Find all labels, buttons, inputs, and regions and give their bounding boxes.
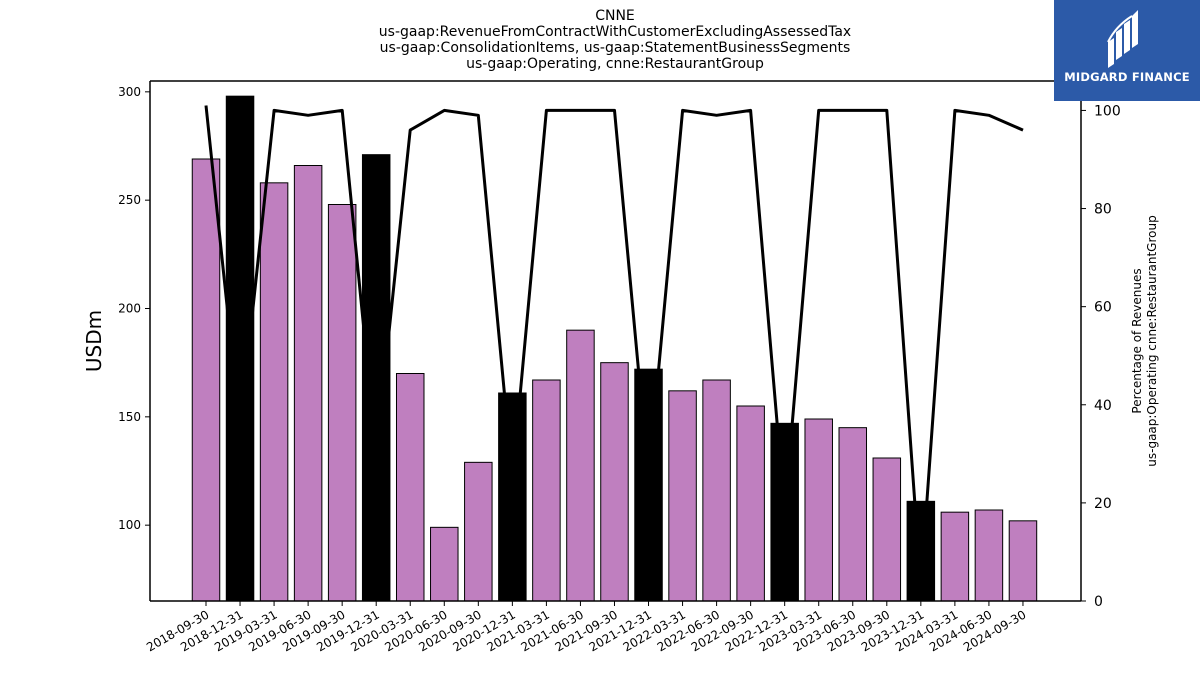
bar — [804, 418, 833, 602]
percentage-line — [204, 105, 1024, 588]
y-axis-right-label-line: us-gaap:Operating cnne:RestaurantGroup — [1145, 215, 1159, 466]
y-axis-right-label: Percentage of Revenues us-gaap:Operating … — [1130, 215, 1159, 466]
brand-logo: MIDGARD FINANCE — [1054, 0, 1200, 101]
bar-series — [191, 95, 1038, 602]
logo-mark-icon — [1107, 10, 1138, 68]
y-right-tick-label: 60 — [1094, 300, 1112, 316]
bar — [361, 154, 391, 602]
bar — [634, 368, 663, 602]
y-right-tick-label: 20 — [1094, 496, 1112, 512]
bar — [327, 204, 357, 602]
axes — [149, 80, 1082, 602]
bar — [395, 373, 425, 602]
y-axis-right-label-line: Percentage of Revenues — [1130, 268, 1144, 413]
bar — [1008, 520, 1038, 602]
y-axis-right-ticks: 0 20 40 60 80 100 — [1081, 103, 1121, 610]
bar — [838, 427, 868, 602]
bar — [259, 182, 289, 602]
bar — [600, 362, 629, 602]
bar — [532, 379, 561, 602]
y-axis-left-ticks: 100 150 200 250 300 — [118, 85, 150, 532]
y-right-tick-label: 100 — [1094, 103, 1121, 119]
line-series — [204, 105, 1024, 588]
bar — [702, 379, 731, 602]
y-left-tick-label: 300 — [118, 85, 141, 99]
bar — [430, 526, 459, 602]
y-left-tick-label: 250 — [118, 193, 141, 207]
bar — [940, 511, 970, 602]
bar — [566, 329, 595, 602]
bar — [736, 405, 765, 602]
bar — [464, 461, 493, 602]
chart-title-line: CNNE — [595, 8, 635, 24]
chart-title-line: us-gaap:Operating, cnne:RestaurantGroup — [466, 56, 764, 72]
bar — [872, 457, 902, 602]
chart-title-line: us-gaap:ConsolidationItems, us-gaap:Stat… — [380, 40, 851, 56]
y-left-tick-label: 200 — [118, 302, 141, 316]
chart-title: CNNEus-gaap:RevenueFromContractWithCusto… — [379, 8, 851, 72]
y-left-tick-label: 100 — [118, 518, 141, 532]
y-right-tick-label: 80 — [1094, 202, 1112, 218]
bar — [668, 390, 697, 602]
y-right-tick-label: 40 — [1094, 398, 1112, 414]
y-left-tick-label: 150 — [118, 410, 141, 424]
chart-title-line: us-gaap:RevenueFromContractWithCustomerE… — [379, 24, 851, 40]
bar — [498, 392, 527, 602]
bar — [293, 165, 323, 602]
logo-text: MIDGARD FINANCE — [1064, 70, 1190, 84]
bar — [191, 158, 221, 602]
x-axis-ticks: 2018-09-302018-12-312019-03-312019-06-30… — [144, 601, 1028, 654]
y-axis-left-label: USDm — [82, 310, 106, 372]
y-right-tick-label: 0 — [1094, 594, 1103, 610]
bar — [974, 509, 1004, 602]
